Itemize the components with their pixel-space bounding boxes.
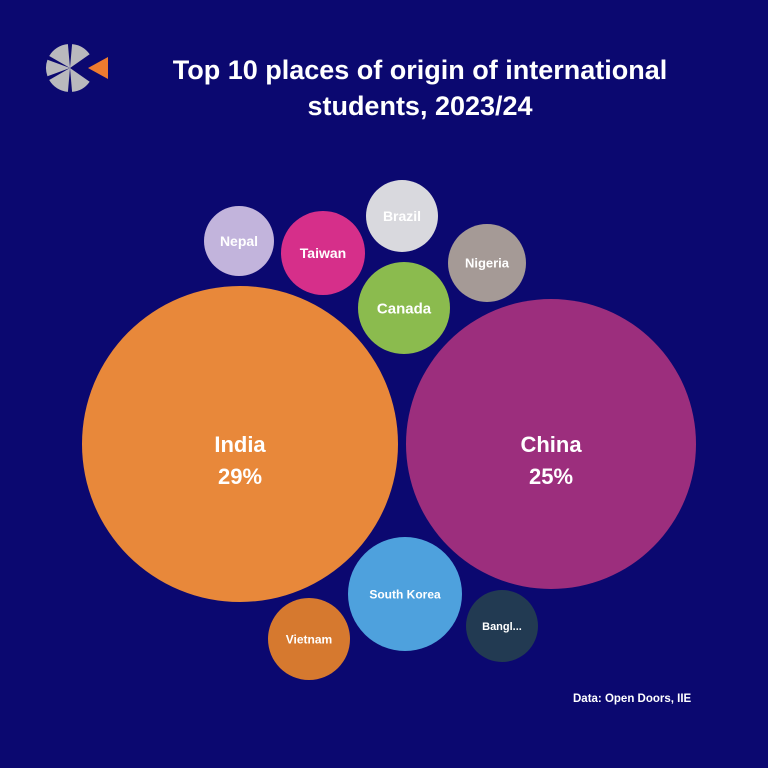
- logo-wedge: [49, 44, 70, 68]
- source-note: Data: Open Doors, IIE: [573, 693, 692, 705]
- bubble-brazil-circle: [366, 180, 438, 252]
- bubble-vietnam-label: Vietnam: [286, 632, 332, 646]
- bubble-nepal: Nepal: [204, 206, 274, 276]
- bubble-brazil: Brazil: [366, 180, 438, 252]
- bubble-south-korea-circle: [348, 537, 462, 651]
- logo-wedge: [70, 68, 90, 92]
- bubble-bangladesh-circle: [466, 590, 538, 662]
- bubble-nigeria-label: Nigeria: [465, 256, 510, 271]
- logo-wedge: [46, 59, 70, 77]
- bubble-canada-label: Canada: [377, 300, 432, 317]
- bubble-china: China 25%: [406, 299, 696, 589]
- bubble-vietnam-circle: [268, 598, 350, 680]
- bubble-south-korea: South Korea: [348, 537, 462, 651]
- bubble-bangladesh-label: Bangl...: [482, 621, 522, 633]
- logo-orange-wedge: [88, 57, 108, 79]
- bubble-india-circle: [82, 286, 398, 602]
- bubble-india-label: India: [214, 432, 266, 457]
- bubble-taiwan-circle: [281, 211, 365, 295]
- chart-title-line-1: Top 10 places of origin of international: [172, 55, 668, 85]
- bubble-china-circle: [406, 299, 696, 589]
- bubble-nigeria: Nigeria: [448, 224, 526, 302]
- bubble-taiwan-label: Taiwan: [300, 245, 346, 261]
- bubble-nepal-label: Nepal: [220, 233, 258, 249]
- bubble-brazil-label: Brazil: [383, 208, 421, 224]
- logo-wedge: [49, 68, 70, 92]
- bubble-india-percent: 29%: [218, 464, 262, 489]
- chart-title: Top 10 places of origin of international…: [120, 52, 720, 124]
- bubble-china-percent: 25%: [529, 464, 573, 489]
- bubble-india: India 29%: [82, 286, 398, 602]
- bubble-south-korea-label: South Korea: [369, 587, 441, 601]
- bubble-nigeria-circle: [448, 224, 526, 302]
- logo-wedge: [70, 44, 90, 68]
- bubble-china-label: China: [520, 432, 582, 457]
- bubble-taiwan: Taiwan: [281, 211, 365, 295]
- bubble-canada-circle: [358, 262, 450, 354]
- chart-title-line-2: students, 2023/24: [307, 91, 533, 121]
- bubble-bangladesh: Bangl...: [466, 590, 538, 662]
- bubble-vietnam: Vietnam: [268, 598, 350, 680]
- bubble-canada: Canada: [358, 262, 450, 354]
- bubble-nepal-circle: [204, 206, 274, 276]
- logo-icon: [46, 44, 108, 92]
